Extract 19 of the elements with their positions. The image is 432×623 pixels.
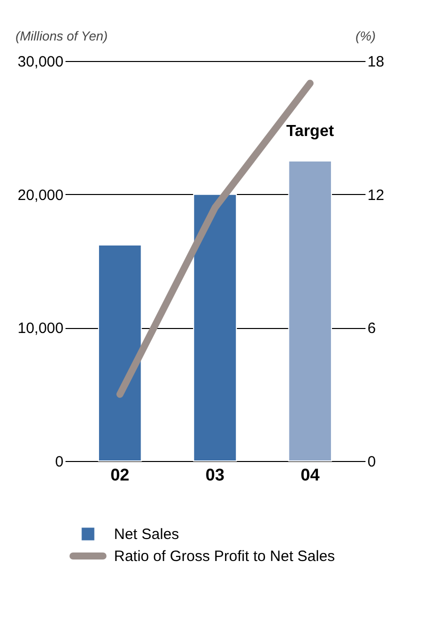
annotation: Target [286, 123, 335, 140]
y2-tick-label: 6 [368, 320, 376, 338]
bar [98, 244, 142, 462]
y-tick-label: 20,000 [18, 186, 64, 204]
y2-tick-label: 0 [368, 454, 376, 470]
y2-tick-label: 12 [368, 186, 384, 204]
legend-label: Net Sales [114, 526, 180, 543]
x-tick-label: 04 [300, 466, 320, 484]
bar [193, 194, 237, 462]
y2-axis-title: (%) [356, 28, 376, 44]
y-axis-title: (Millions of Yen) [16, 28, 108, 44]
y-tick-label: 0 [55, 454, 64, 470]
legend-label: Ratio of Gross Profit to Net Sales [114, 548, 335, 565]
y-tick-label: 30,000 [18, 54, 64, 70]
x-tick-label: 02 [110, 466, 130, 484]
bar [288, 160, 332, 462]
y-tick-label: 10,000 [18, 320, 64, 338]
x-tick-label: 03 [206, 466, 224, 484]
y2-tick-label: 18 [368, 54, 384, 70]
